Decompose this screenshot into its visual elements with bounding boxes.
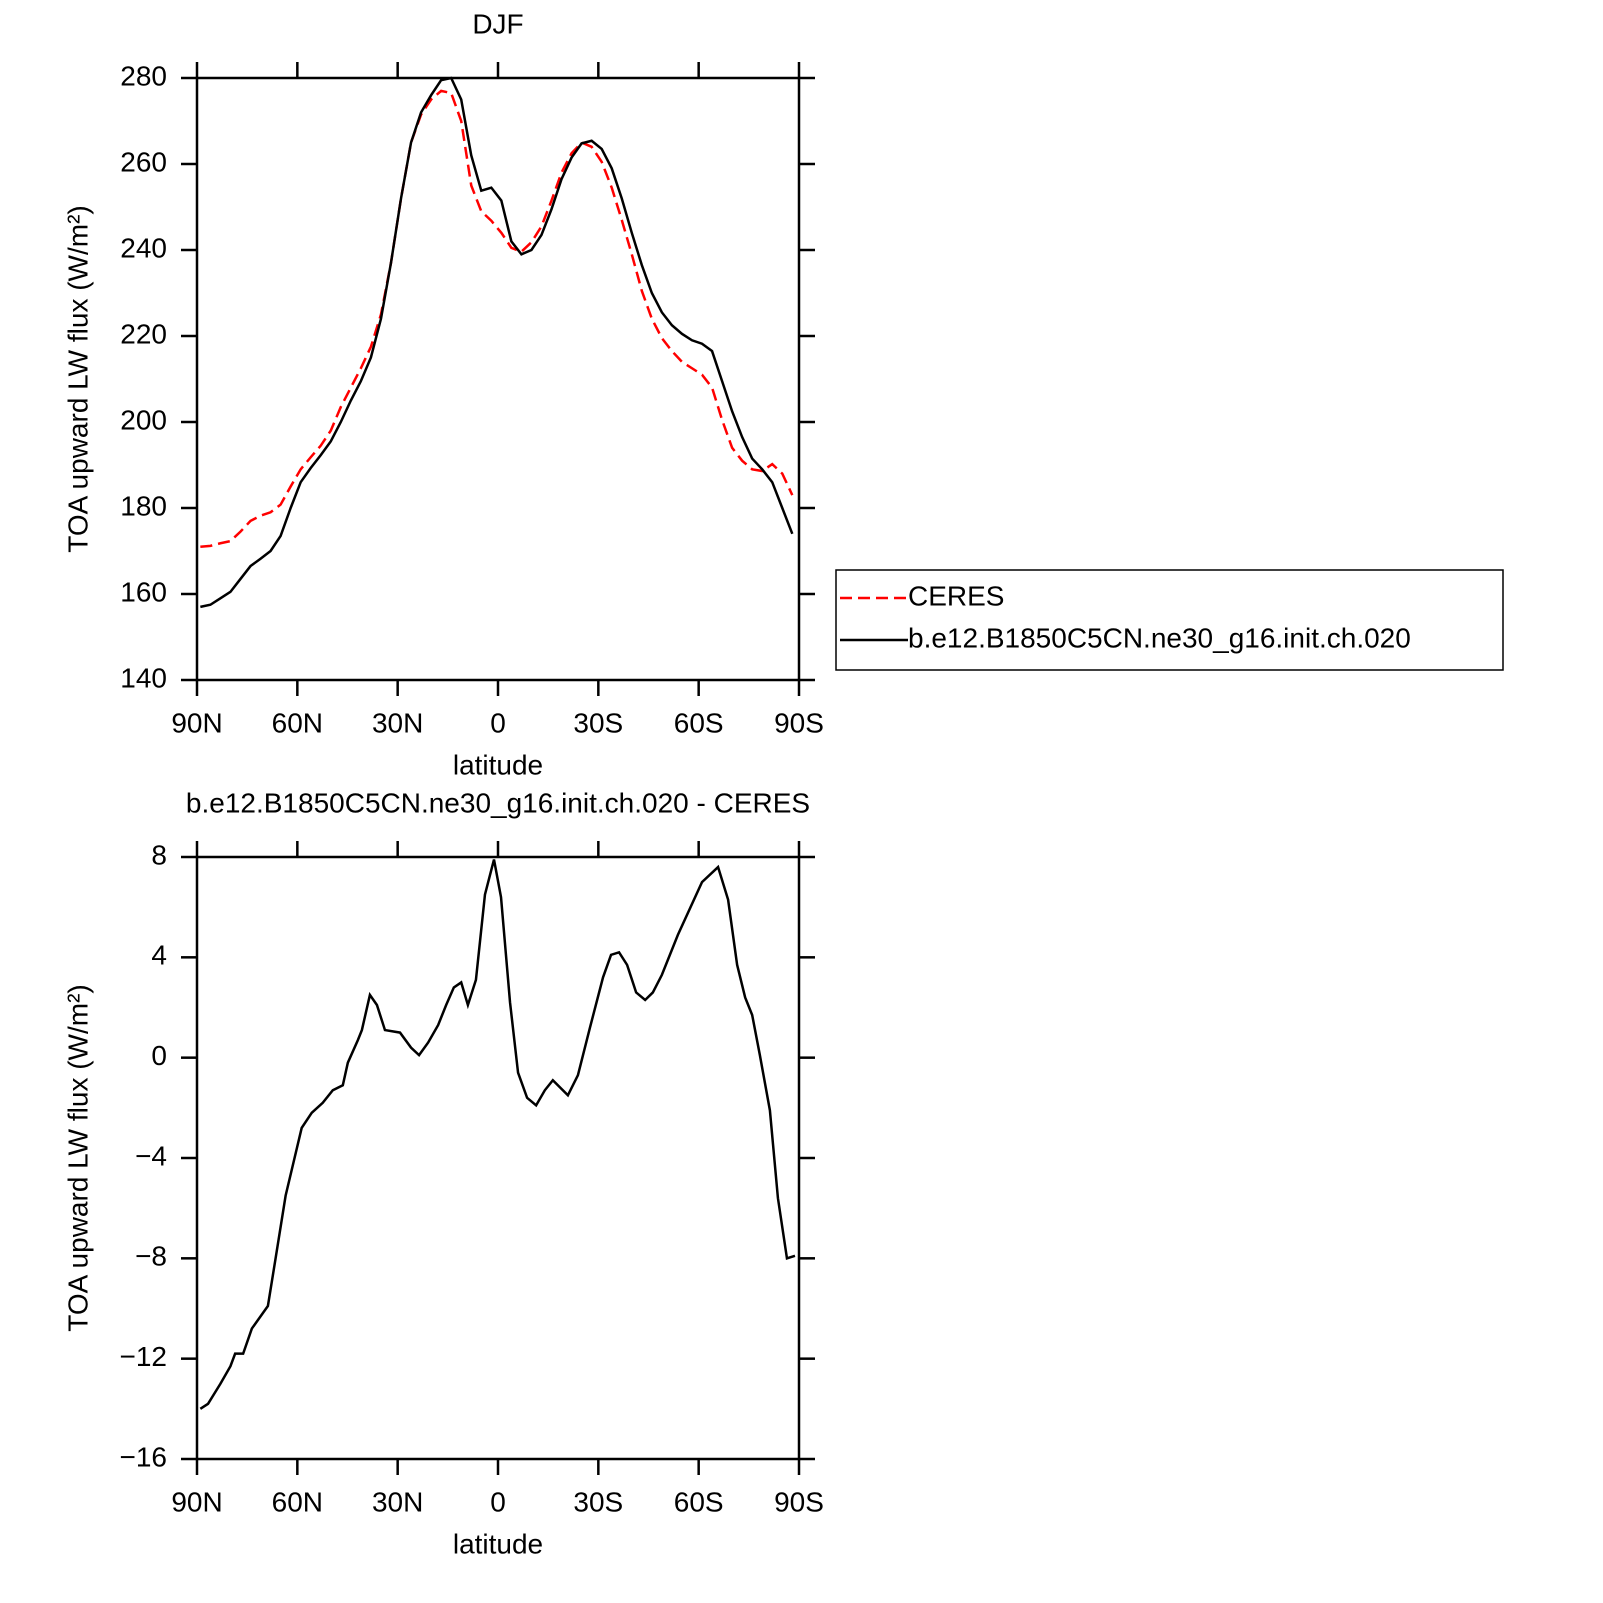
x-tick-label: 60N — [272, 1486, 323, 1517]
chart-title: b.e12.B1850C5CN.ne30_g16.init.ch.020 - C… — [186, 787, 810, 818]
x-tick-label: 60N — [272, 707, 323, 738]
y-tick-label: 200 — [120, 404, 167, 435]
y-tick-label: −12 — [120, 1341, 168, 1372]
x-tick-label: 30S — [573, 1486, 623, 1517]
y-axis-label: TOA upward LW flux (W/m²) — [62, 205, 93, 552]
y-tick-label: 0 — [151, 1040, 167, 1071]
x-tick-label: 30N — [372, 707, 423, 738]
y-tick-label: 160 — [120, 576, 167, 607]
y-tick-label: 180 — [120, 490, 167, 521]
data-line — [200, 76, 794, 609]
chart-title: DJF — [472, 8, 523, 39]
x-axis-label: latitude — [453, 749, 543, 780]
y-axis-label: TOA upward LW flux (W/m²) — [62, 984, 93, 1331]
x-axis-label: latitude — [453, 1528, 543, 1559]
legend-box — [835, 569, 1504, 671]
y-tick-label: 280 — [120, 60, 167, 91]
y-tick-label: 260 — [120, 146, 167, 177]
x-tick-label: 90N — [171, 1486, 222, 1517]
x-tick-label: 30S — [573, 707, 623, 738]
data-line — [200, 89, 794, 548]
y-tick-label: 220 — [120, 318, 167, 349]
x-tick-label: 60S — [674, 1486, 724, 1517]
legend-label: b.e12.B1850C5CN.ne30_g16.init.ch.020 — [908, 622, 1411, 653]
data-line — [199, 859, 796, 1410]
y-tick-label: −4 — [135, 1140, 167, 1171]
x-tick-label: 0 — [490, 1486, 506, 1517]
y-tick-label: 240 — [120, 232, 167, 263]
y-tick-label: 140 — [120, 662, 167, 693]
x-tick-label: 30N — [372, 1486, 423, 1517]
plot-frame — [195, 76, 801, 682]
x-tick-label: 60S — [674, 707, 724, 738]
x-tick-label: 0 — [490, 707, 506, 738]
x-tick-label: 90S — [774, 1486, 824, 1517]
y-tick-label: −8 — [135, 1241, 167, 1272]
legend-label: CERES — [908, 580, 1004, 611]
y-tick-label: 8 — [151, 839, 167, 870]
x-tick-label: 90S — [774, 707, 824, 738]
plot-frame — [195, 855, 801, 1461]
y-tick-label: −16 — [120, 1441, 168, 1472]
x-tick-label: 90N — [171, 707, 222, 738]
y-tick-label: 4 — [151, 940, 167, 971]
